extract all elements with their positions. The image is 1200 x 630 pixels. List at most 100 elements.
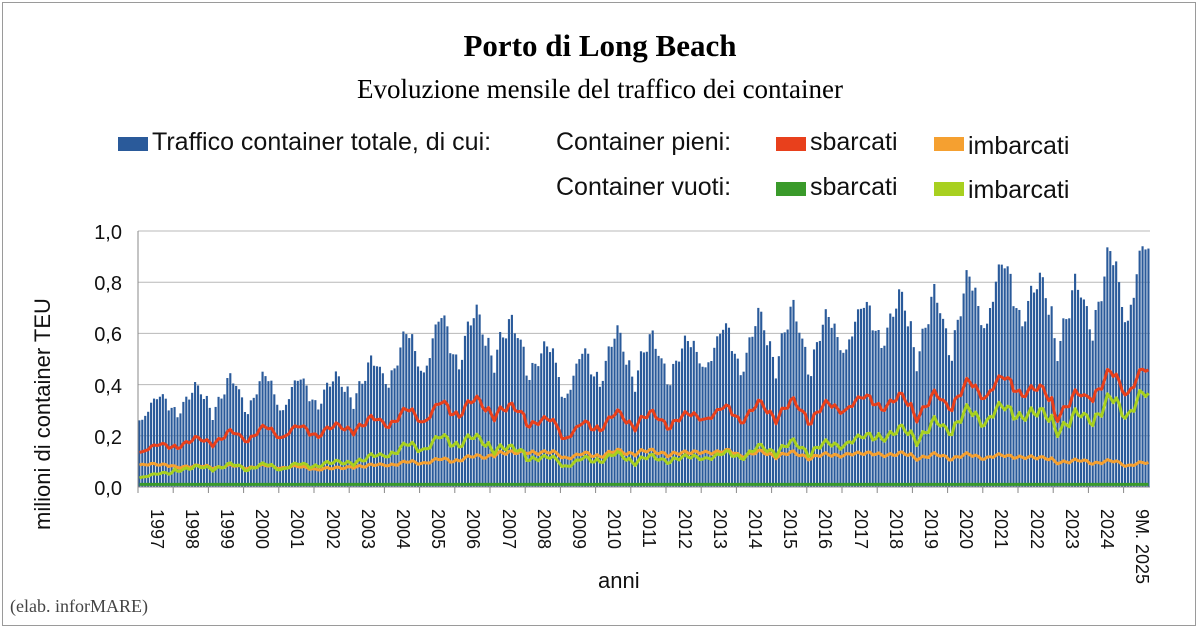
- bar-total: [1065, 319, 1068, 487]
- bar-total: [164, 398, 167, 487]
- bar-total: [422, 372, 425, 487]
- bar-total: [701, 366, 704, 487]
- bar-total: [942, 318, 945, 487]
- x-tick-label: 2023: [1061, 509, 1082, 550]
- bar-total: [155, 399, 159, 487]
- x-tick-label: 2002: [322, 509, 343, 550]
- bar-total: [370, 355, 373, 487]
- x-tick-label: 1999: [217, 509, 237, 550]
- bar-total: [1071, 290, 1074, 487]
- bar-total: [977, 306, 980, 487]
- bar-total: [378, 366, 381, 487]
- bar-total: [352, 408, 355, 487]
- bar-total: [372, 365, 376, 487]
- bar-total: [326, 382, 329, 487]
- bar-total: [1091, 340, 1094, 487]
- bar-total: [883, 345, 886, 487]
- bar-total: [238, 389, 241, 487]
- bar-total: [563, 397, 566, 487]
- bar-total: [601, 380, 604, 487]
- bar-total: [458, 369, 461, 487]
- y-tick-label: 0,2: [94, 427, 122, 449]
- x-tick-label: 2020: [956, 509, 977, 550]
- bar-total: [296, 380, 299, 487]
- bar-total: [469, 325, 472, 487]
- bar-total: [581, 353, 584, 487]
- bar-total: [334, 371, 337, 487]
- x-tick-label: 2015: [780, 509, 801, 550]
- x-tick-label: 2022: [1026, 509, 1047, 550]
- bar-total: [898, 289, 901, 487]
- bar-total: [320, 403, 323, 487]
- bar-total: [463, 335, 467, 487]
- bar-total: [1094, 309, 1097, 487]
- legend-swatch-full-loaded: [934, 137, 964, 151]
- x-tick-label: 2011: [639, 509, 660, 548]
- bar-total: [1120, 306, 1124, 487]
- bar-total: [452, 354, 455, 487]
- bar-total: [258, 381, 261, 487]
- x-tick-label: 2001: [287, 509, 308, 550]
- bar-total: [625, 364, 628, 487]
- bar-total: [807, 374, 810, 487]
- bar-total: [1109, 251, 1112, 487]
- bar-total: [346, 386, 349, 487]
- bar-total: [355, 393, 358, 487]
- bar-total: [874, 330, 877, 487]
- bar-total: [460, 359, 464, 487]
- bar-total: [455, 354, 458, 487]
- bar-total: [381, 373, 384, 487]
- line-container-pieni-sbarcati: [139, 367, 1150, 454]
- bar-total: [358, 381, 361, 487]
- bar-total: [768, 341, 772, 487]
- legend-swatch-empty-loaded: [934, 182, 964, 196]
- bar-total: [634, 391, 637, 487]
- bar-total: [490, 355, 493, 487]
- bar-total: [810, 376, 813, 487]
- x-axis-title: anni: [598, 568, 640, 593]
- bar-total: [194, 382, 197, 487]
- source-credit: (elab. inforMARE): [10, 596, 148, 616]
- bar-total: [628, 360, 631, 487]
- bar-total: [510, 314, 513, 487]
- x-tick-label: 2004: [393, 509, 413, 550]
- bar-total: [317, 409, 320, 487]
- x-tick-label: 1997: [146, 509, 167, 550]
- bar-total: [311, 399, 314, 487]
- bar-total: [138, 420, 141, 487]
- bar-total: [449, 353, 452, 487]
- bar-total: [152, 398, 156, 487]
- bar-total: [223, 394, 226, 487]
- bar-total: [983, 328, 986, 487]
- x-tick-label: 2007: [498, 509, 519, 550]
- bar-total: [519, 339, 522, 487]
- bar-total: [1041, 277, 1044, 487]
- legend-label-full-loaded: imbarcati: [968, 132, 1070, 160]
- bar-total: [528, 379, 531, 487]
- x-tick-label: 2003: [357, 509, 378, 550]
- bar-total: [246, 414, 249, 487]
- bar-total: [971, 290, 974, 487]
- bar-total: [484, 345, 487, 487]
- bar-total: [414, 351, 417, 487]
- bar-total: [698, 363, 701, 487]
- bar-total: [836, 337, 839, 487]
- bar-total: [642, 352, 645, 487]
- bar-total: [546, 346, 549, 487]
- bar-total: [302, 378, 305, 487]
- bar-total: [493, 372, 496, 487]
- legend-swatch-total: [118, 137, 148, 151]
- bar-total: [337, 376, 340, 487]
- bar-total: [777, 356, 780, 487]
- bar-total: [141, 419, 144, 487]
- bar-total: [675, 360, 678, 487]
- y-tick-label: 0,4: [94, 376, 122, 398]
- bar-total: [466, 321, 469, 487]
- bar-total: [792, 299, 795, 487]
- x-tick-label: 2012: [674, 509, 695, 550]
- legend-label-empty: Container vuoti:: [556, 173, 732, 201]
- x-tick-label: 2010: [604, 509, 625, 550]
- bar-total: [161, 394, 164, 487]
- bar-total: [1097, 301, 1100, 487]
- x-tick-label: 1998: [181, 509, 202, 550]
